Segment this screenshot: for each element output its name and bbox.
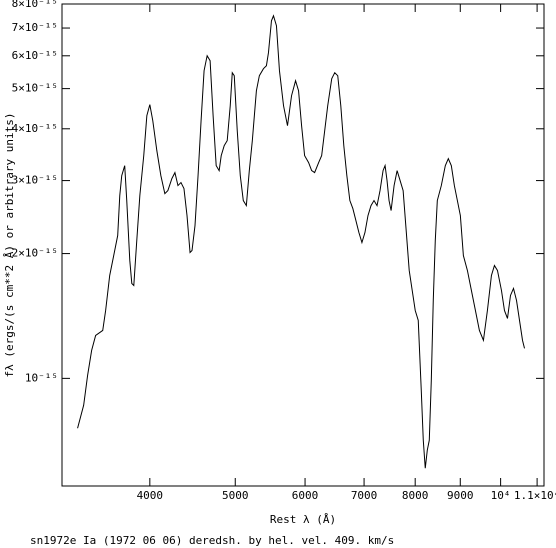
x-tick-label: 10⁴ xyxy=(491,489,511,502)
x-tick-label: 5000 xyxy=(222,489,249,502)
x-tick-label: 7000 xyxy=(351,489,378,502)
y-tick-label: 2×10⁻¹⁵ xyxy=(12,247,58,260)
x-tick-label: 9000 xyxy=(447,489,474,502)
y-axis-label: fλ (ergs/(s cm**2 Å) or arbitrary units) xyxy=(3,113,16,378)
y-tick-label: 5×10⁻¹⁵ xyxy=(12,82,58,95)
spectrum-line xyxy=(77,14,525,469)
y-tick-label: 7×10⁻¹⁵ xyxy=(12,21,58,34)
x-axis-label: Rest λ (Å) xyxy=(270,513,336,526)
x-tick-label: 4000 xyxy=(137,489,164,502)
y-tick-label: 4×10⁻¹⁵ xyxy=(12,122,58,135)
y-tick-label: 8×10⁻¹⁵ xyxy=(12,0,58,10)
chart-subtitle: sn1972e Ia (1972 06 06) deredsh. by hel.… xyxy=(30,534,394,547)
x-tick-label: 8000 xyxy=(402,489,429,502)
plot-frame xyxy=(61,3,545,487)
y-tick-label: 10⁻¹⁵ xyxy=(25,371,58,384)
y-tick-label: 6×10⁻¹⁵ xyxy=(12,49,58,62)
x-tick-label: 6000 xyxy=(292,489,319,502)
y-tick-label: 3×10⁻¹⁵ xyxy=(12,174,58,187)
x-tick-label: 1.1×10⁴ xyxy=(514,489,556,502)
